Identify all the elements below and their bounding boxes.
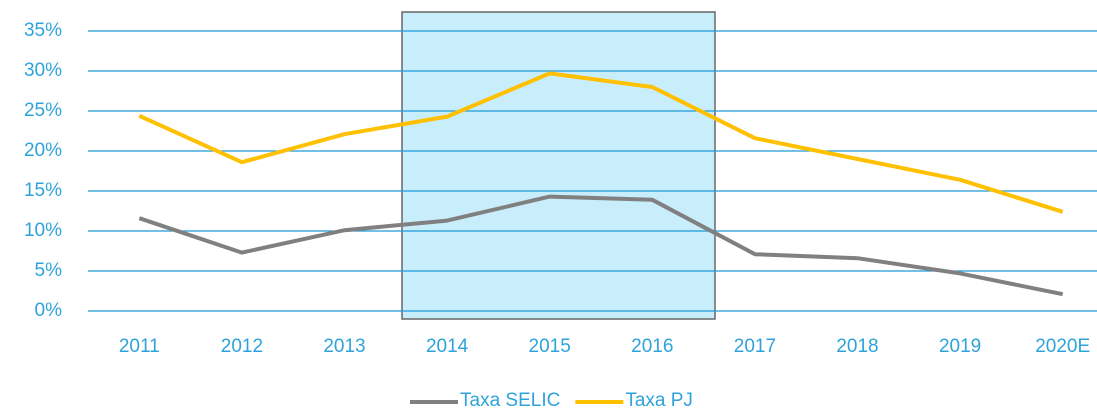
y-tick-label: 10% [24,220,62,241]
x-tick-label: 2017 [734,336,776,357]
y-tick-label: 30% [24,60,62,81]
series-line [138,71,1064,214]
x-tick-label: 2014 [426,336,469,357]
legend-label: Taxa PJ [625,390,693,410]
x-tick-label: 2019 [939,336,981,357]
y-tick-label: 5% [35,260,63,281]
y-tick-label: 20% [24,140,62,161]
highlight-box [401,11,716,320]
series-line [138,194,1064,297]
legend-label: Taxa SELIC [460,390,560,410]
x-tick-label: 2012 [221,336,263,357]
x-tick-label: 2020E [1035,336,1090,357]
x-tick-label: 2015 [529,336,571,357]
x-tick-label: 2013 [323,336,365,357]
x-tick-label: 2016 [631,336,673,357]
y-tick-label: 0% [35,300,63,321]
x-tick-label: 2011 [119,336,160,357]
y-tick-label: 15% [24,180,62,201]
y-tick-label: 35% [24,20,62,41]
y-tick-label: 25% [24,100,62,121]
x-tick-label: 2018 [836,336,878,357]
